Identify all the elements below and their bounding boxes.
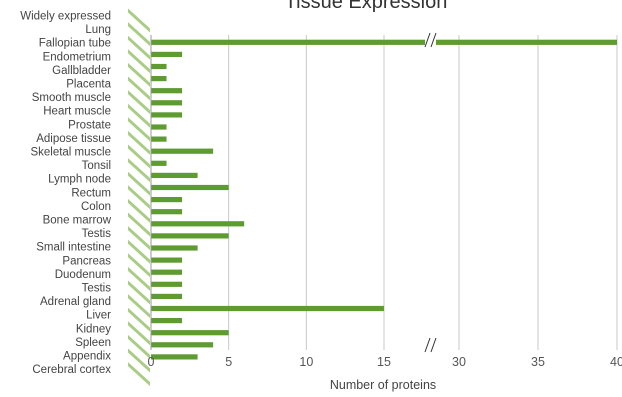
category-label: Smooth muscle — [32, 92, 111, 104]
category-label: Endometrium — [43, 51, 111, 63]
label-stripe — [128, 103, 150, 128]
category-label: Placenta — [66, 79, 111, 91]
category-label: Appendix — [63, 351, 111, 363]
bar — [151, 293, 183, 299]
bar — [151, 197, 183, 203]
category-label: Liver — [86, 310, 111, 322]
bar — [151, 354, 198, 360]
label-stripe — [128, 348, 150, 373]
label-stripe — [128, 307, 150, 332]
x-axis — [150, 32, 437, 353]
label-stripe — [128, 117, 150, 142]
bar — [151, 342, 214, 348]
label-stripe — [128, 226, 150, 251]
bar — [151, 51, 183, 57]
category-label: Widely expressed — [20, 11, 111, 23]
bar — [151, 257, 183, 263]
x-tick-label: 15 — [377, 355, 391, 369]
bar — [151, 209, 183, 215]
bar — [151, 318, 183, 324]
label-stripe — [128, 266, 150, 291]
axis-break-marker — [424, 32, 437, 48]
bar — [151, 124, 167, 130]
label-stripe — [128, 253, 150, 278]
category-label: Skeletal muscle — [30, 147, 111, 159]
category-label: Heart muscle — [43, 106, 111, 118]
bar — [151, 136, 167, 142]
bar — [151, 172, 198, 178]
x-tick-label: 40 — [610, 355, 622, 369]
x-tick-labels: 0 5 10 15 30 35 40 — [148, 355, 622, 369]
label-stripe — [128, 294, 150, 319]
x-axis-label: Number of proteins — [330, 378, 436, 392]
bar — [151, 112, 183, 118]
category-label: Small intestine — [36, 242, 111, 254]
category-label: Lung — [85, 24, 111, 36]
x-tick-label: 0 — [148, 355, 155, 369]
label-stripe — [128, 321, 150, 346]
label-stripe — [128, 35, 150, 60]
category-label: Tonsil — [82, 160, 111, 172]
label-stripe — [128, 198, 150, 223]
category-label: Testis — [82, 283, 112, 295]
bars — [151, 39, 617, 360]
category-label: Duodenum — [55, 269, 111, 281]
label-stripe — [128, 212, 150, 237]
bar — [151, 269, 183, 275]
bar — [151, 63, 167, 70]
label-stripe — [128, 280, 150, 305]
label-stripe — [128, 362, 150, 387]
category-label: Lymph node — [48, 174, 111, 186]
chart-title: Tissue Expression — [285, 0, 448, 13]
category-label: Colon — [81, 201, 111, 213]
category-label: Cerebral cortex — [32, 364, 111, 376]
category-label: Fallopian tube — [39, 38, 111, 50]
category-label: Adipose tissue — [36, 133, 111, 145]
category-label: Rectum — [71, 187, 111, 199]
label-stripe — [128, 90, 150, 115]
label-stripe — [128, 185, 150, 210]
label-stripe — [128, 171, 150, 196]
bar — [151, 88, 183, 94]
category-label: Adrenal gland — [40, 296, 111, 308]
category-label: Gallbladder — [52, 65, 111, 77]
bar — [151, 330, 229, 336]
label-stripe — [128, 239, 150, 264]
x-tick-label: 10 — [299, 355, 313, 369]
bar — [151, 76, 167, 82]
category-label: Kidney — [76, 323, 111, 335]
label-stripe — [128, 22, 150, 47]
label-stripe — [128, 334, 150, 359]
category-label: Spleen — [75, 337, 111, 349]
bar — [151, 245, 198, 251]
bar — [151, 160, 167, 166]
label-stripes — [128, 8, 150, 387]
gridlines — [228, 35, 618, 350]
bar — [151, 233, 229, 239]
category-label: Bone marrow — [43, 215, 112, 227]
label-stripe — [128, 158, 150, 183]
x-tick-label: 35 — [531, 355, 545, 369]
bar — [151, 184, 229, 191]
bar — [151, 148, 214, 154]
x-tick-label: 5 — [225, 355, 232, 369]
category-label: Prostate — [68, 119, 111, 131]
label-stripe — [128, 49, 150, 74]
bar — [151, 100, 183, 106]
label-stripe — [128, 130, 150, 155]
category-label: Testis — [82, 228, 112, 240]
bar — [151, 221, 245, 227]
category-label: Pancreas — [62, 255, 111, 267]
bar — [151, 305, 384, 312]
label-stripe — [128, 76, 150, 101]
label-stripe — [128, 144, 150, 169]
bar — [151, 281, 183, 287]
bar — [151, 39, 617, 45]
label-stripe — [128, 62, 150, 87]
axis-break-marker — [424, 337, 437, 353]
label-stripe — [128, 8, 150, 33]
x-tick-label: 30 — [452, 355, 466, 369]
